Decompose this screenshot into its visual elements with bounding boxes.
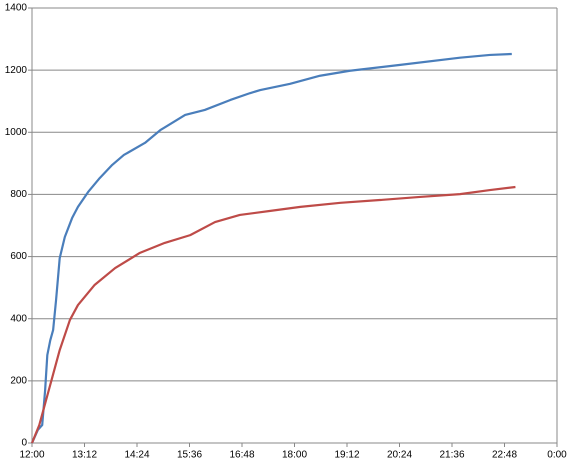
- y-tick-label: 1200: [5, 65, 28, 76]
- x-tick-label: 21:36: [439, 450, 464, 461]
- y-tick-label: 600: [10, 251, 27, 262]
- y-tick-label: 1400: [5, 3, 28, 14]
- y-tick-label: 400: [10, 313, 27, 324]
- x-tick-label: 20:24: [387, 450, 412, 461]
- x-tick-label: 13:12: [72, 450, 97, 461]
- x-tick-label: 16:48: [229, 450, 254, 461]
- x-tick-label: 18:00: [282, 450, 307, 461]
- y-tick-label: 200: [10, 375, 27, 386]
- x-tick-label: 15:36: [177, 450, 202, 461]
- line-series: [30, 185, 516, 444]
- y-tick-label: 800: [10, 189, 27, 200]
- x-tick-label: 19:12: [334, 450, 359, 461]
- x-tick-label: 22:48: [492, 450, 517, 461]
- x-tick-label: 0:00: [547, 450, 567, 461]
- y-tick-label: 0: [21, 438, 27, 449]
- x-tick-label: 12:00: [19, 450, 44, 461]
- line-series: [30, 52, 512, 444]
- y-tick-label: 1000: [5, 127, 28, 138]
- x-tick-label: 14:24: [124, 450, 149, 461]
